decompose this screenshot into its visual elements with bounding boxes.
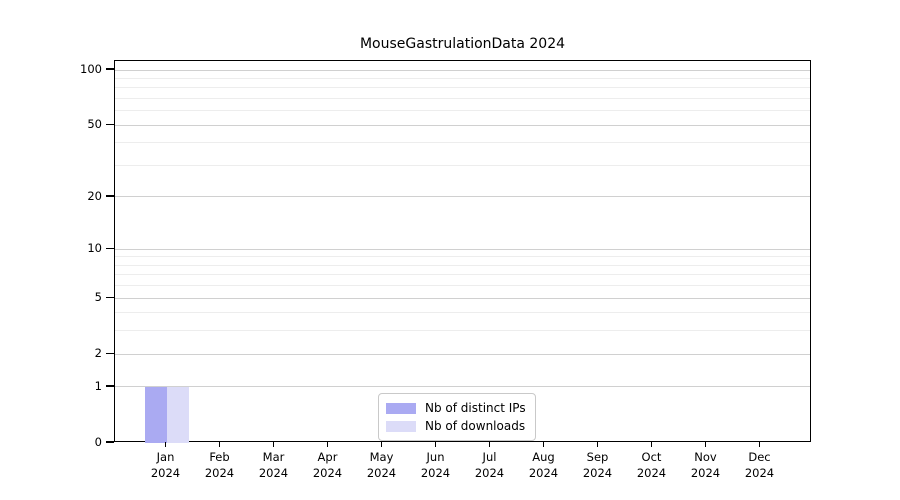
y-tick-label: 1 — [94, 378, 102, 393]
x-tick-label-line: 2024 — [204, 465, 235, 480]
y-minor-gridline — [115, 330, 810, 332]
x-tick-mark — [596, 442, 599, 447]
legend-label-downloads: Nb of downloads — [425, 419, 526, 433]
legend: Nb of distinct IPs Nb of downloads — [378, 393, 536, 441]
legend-swatch-downloads — [386, 420, 416, 432]
x-tick-label: Jan 2024 — [134, 450, 198, 481]
y-tick-mark — [106, 247, 114, 249]
y-minor-gridline — [115, 274, 810, 276]
legend-swatch-distinct-ips — [386, 402, 416, 414]
y-tick-mark — [106, 296, 114, 298]
y-minor-gridline — [115, 256, 810, 258]
x-tick-label-line: Jul — [482, 450, 497, 464]
x-tick-label-line: Apr — [317, 450, 338, 464]
x-tick-label: Feb 2024 — [188, 450, 252, 481]
x-tick-mark — [326, 442, 329, 447]
x-tick-label-line: Jan — [156, 450, 175, 464]
y-tick-mark — [106, 441, 114, 443]
y-tick-label: 20 — [87, 188, 102, 203]
x-tick-label-line: Mar — [262, 450, 285, 464]
x-tick-label: Jun 2024 — [404, 450, 468, 481]
y-tick-mark — [106, 385, 114, 387]
x-tick-label-line: May — [369, 450, 394, 464]
y-minor-gridline — [115, 264, 810, 266]
x-tick-label-line: Jun — [426, 450, 445, 464]
x-tick-mark — [650, 442, 653, 447]
x-tick-label-line: 2024 — [744, 465, 775, 480]
y-tick-label: 50 — [87, 117, 102, 132]
y-minor-gridline — [115, 77, 810, 79]
y-tick-label: 5 — [94, 290, 102, 305]
x-tick-label-line: 2024 — [582, 465, 613, 480]
plot-area: Nb of distinct IPs Nb of downloads — [114, 60, 811, 443]
x-tick-mark — [704, 442, 707, 447]
y-minor-gridline — [115, 165, 810, 166]
y-major-gridline — [115, 297, 810, 299]
x-tick-label: Dec 2024 — [728, 450, 792, 481]
legend-item-downloads: Nb of downloads — [386, 417, 526, 435]
x-tick-label-line: 2024 — [258, 465, 289, 480]
y-major-gridline — [115, 353, 810, 355]
y-minor-gridline — [115, 285, 810, 287]
y-tick-mark — [106, 195, 114, 197]
x-tick-label-line: Dec — [748, 450, 771, 464]
y-minor-gridline — [115, 312, 810, 314]
x-tick-label-line: 2024 — [312, 465, 343, 480]
y-tick-mark — [106, 352, 114, 354]
x-tick-mark — [542, 442, 545, 447]
x-tick-label-line: 2024 — [150, 465, 181, 480]
x-tick-mark — [272, 442, 275, 447]
y-minor-gridline — [115, 87, 810, 89]
x-tick-label: Nov 2024 — [674, 450, 738, 481]
x-tick-mark — [164, 442, 167, 447]
y-major-gridline — [115, 124, 810, 126]
y-tick-label: 2 — [94, 346, 102, 361]
y-minor-gridline — [115, 98, 810, 100]
x-tick-label-line: 2024 — [636, 465, 667, 480]
legend-item-distinct-ips: Nb of distinct IPs — [386, 399, 526, 417]
x-tick-label-line: Oct — [641, 450, 662, 464]
x-tick-mark — [380, 442, 383, 447]
x-tick-label-line: Sep — [586, 450, 609, 464]
x-tick-label-line: 2024 — [366, 465, 397, 480]
y-major-gridline — [115, 248, 810, 250]
x-tick-label: Mar 2024 — [242, 450, 306, 481]
y-tick-label: 100 — [80, 62, 102, 77]
x-tick-label: Apr 2024 — [296, 450, 360, 481]
x-tick-mark — [218, 442, 221, 447]
x-tick-label: May 2024 — [350, 450, 414, 481]
chart-title: MouseGastrulationData 2024 — [359, 36, 566, 52]
y-major-gridline — [115, 196, 810, 198]
x-tick-label: Sep 2024 — [566, 450, 630, 481]
x-tick-mark — [758, 442, 761, 447]
x-tick-label-line: 2024 — [420, 465, 451, 480]
x-tick-label: Aug 2024 — [512, 450, 576, 481]
x-tick-label-line: 2024 — [690, 465, 721, 480]
y-tick-label: 10 — [87, 241, 102, 256]
x-tick-label-line: Feb — [209, 450, 230, 464]
x-tick-mark — [488, 442, 491, 447]
y-minor-gridline — [115, 110, 810, 112]
y-tick-label: 0 — [94, 435, 102, 449]
bar-distinct-ips — [144, 386, 167, 443]
x-tick-label-line: Nov — [694, 450, 717, 464]
x-tick-label-line: Aug — [532, 450, 555, 464]
x-tick-label-line: 2024 — [474, 465, 505, 480]
y-major-gridline — [115, 69, 810, 71]
bar-downloads — [166, 386, 189, 443]
x-tick-label-line: 2024 — [528, 465, 559, 480]
x-tick-label: Oct 2024 — [620, 450, 684, 481]
y-tick-mark — [106, 68, 114, 70]
legend-label-distinct-ips: Nb of distinct IPs — [425, 401, 526, 415]
y-tick-mark — [106, 123, 114, 125]
x-tick-label: Jul 2024 — [458, 450, 522, 481]
y-minor-gridline — [115, 142, 810, 144]
x-tick-mark — [434, 442, 437, 447]
y-major-gridline — [115, 386, 810, 388]
